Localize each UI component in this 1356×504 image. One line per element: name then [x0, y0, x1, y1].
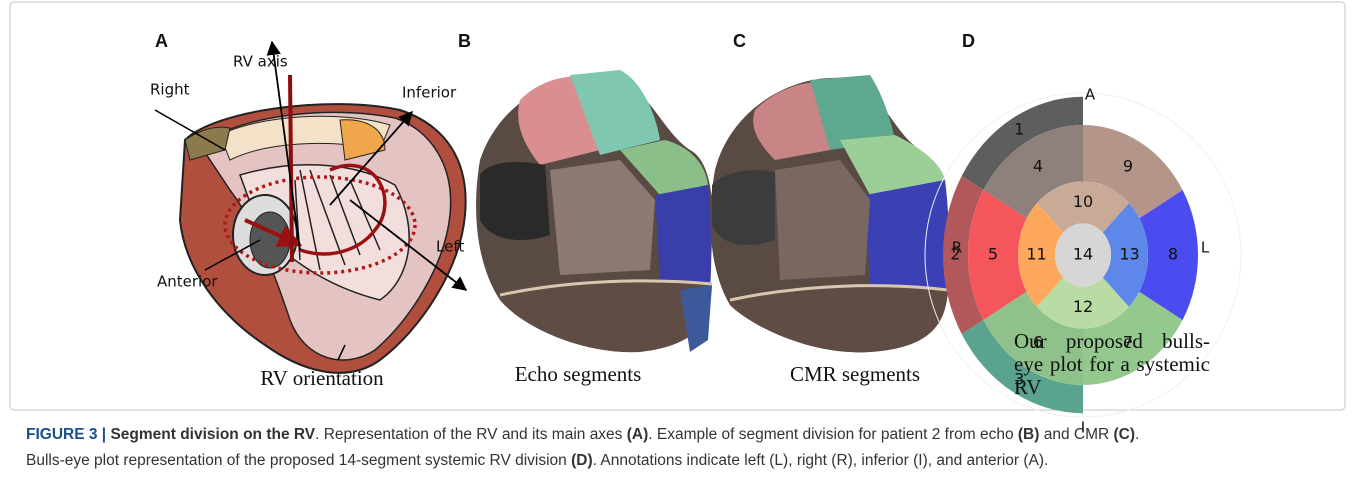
axis-label: RV axis — [233, 53, 288, 71]
figure-caption-line: FIGURE 3 | Segment division on the RV. R… — [26, 426, 1139, 444]
segment-label: 8 — [1168, 245, 1178, 264]
direction-label: R — [952, 239, 962, 257]
caption-run: (A) — [627, 426, 649, 443]
segment-label: 11 — [1026, 245, 1046, 264]
caption-run: Bulls-eye plot representation of the pro… — [26, 452, 571, 469]
cmr-segments-render — [710, 75, 948, 352]
echo-segments-render — [476, 70, 713, 352]
caption-run: and CMR — [1039, 426, 1113, 443]
caption-run: Segment division on the RV — [110, 426, 315, 443]
caption-run: . — [1135, 426, 1139, 443]
segment-label: 14 — [1073, 245, 1093, 264]
segment-label: 5 — [988, 245, 998, 264]
panel-caption: RV orientation — [260, 366, 384, 390]
bullseye-caption: Our proposed bulls-eye plot for a system… — [1014, 330, 1210, 399]
caption-run: (C) — [1114, 426, 1136, 443]
panel-caption: CMR segments — [790, 362, 920, 386]
panel-caption: Echo segments — [515, 362, 642, 386]
segment-label: 1 — [1014, 120, 1024, 139]
segment-label: 4 — [1033, 156, 1043, 175]
direction-label: L — [1201, 239, 1210, 257]
caption-run: (B) — [1018, 426, 1040, 443]
page: A RV axis Right Inferior Left Anterior R… — [0, 0, 1356, 504]
segment-label: 10 — [1073, 192, 1093, 211]
axis-label: Right — [150, 81, 190, 99]
caption-run: . Annotations indicate left (L), right (… — [593, 452, 1049, 469]
direction-label: A — [1085, 86, 1096, 104]
axis-label: Inferior — [402, 84, 457, 102]
segment-label: 13 — [1119, 245, 1139, 264]
segment-label: 12 — [1073, 297, 1093, 316]
caption-run: . Representation of the RV and its main … — [315, 426, 627, 443]
caption-run: . Example of segment division for patien… — [648, 426, 1018, 443]
panel-letter: D — [962, 31, 975, 51]
figure-caption-line: Bulls-eye plot representation of the pro… — [26, 452, 1048, 470]
panel-letter: C — [733, 31, 746, 51]
caption-run: FIGURE 3 | — [26, 426, 110, 443]
panel-letter: A — [155, 31, 168, 51]
caption-run: (D) — [571, 452, 593, 469]
axis-label: Left — [436, 238, 464, 256]
segment-label: 9 — [1123, 156, 1133, 175]
axis-label: Anterior — [157, 273, 218, 291]
panel-letter: B — [458, 31, 471, 51]
